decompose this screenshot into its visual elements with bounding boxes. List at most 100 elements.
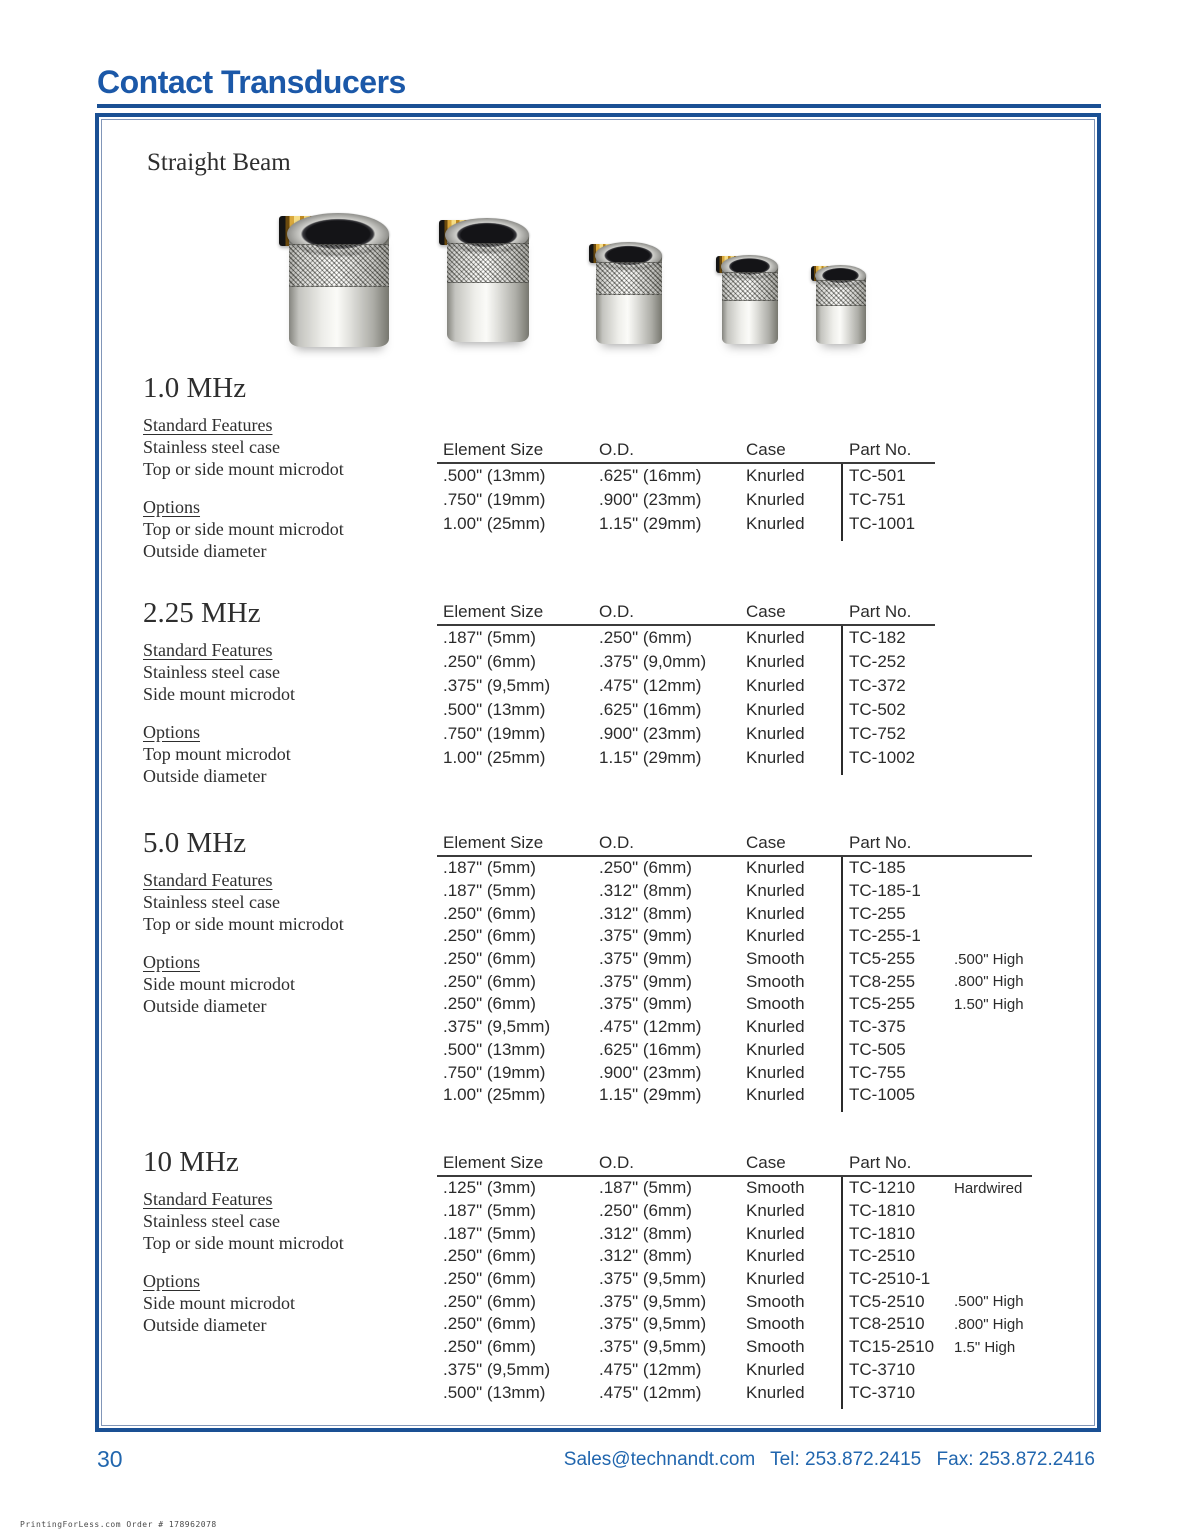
table-cell: .250" (6mm) [443,903,536,923]
table-cell: 1.00" (25mm) [443,514,546,533]
table-2-25mhz: Element Size O.D. Case Part No. .187" (5mm).… [437,599,935,775]
frequency-heading: 2.25 MHz [143,597,261,629]
table-cell: Knurled [746,926,805,946]
table-row: .250" (6mm) .375" (9,5mm) Smooth TC8-2510 .8… [437,1313,1032,1336]
table-cell: TC8-2510 [849,1314,925,1334]
section-5mhz-info: 5.0 MHz Standard Features Stainless steel … [143,827,443,1017]
table-cell: Knurled [746,1039,805,1059]
table-cell: TC-1001 [849,514,916,533]
table-cell: .250" (6mm) [599,628,692,647]
table-row: 1.00" (25mm) 1.15" (29mm) Knurled TC-1001 [437,512,935,536]
option-line: Outside diameter [143,1315,267,1335]
microdot-connector-icon [279,216,319,246]
column-header: Element Size [443,1153,544,1172]
table-cell: .250" (6mm) [443,994,536,1014]
table-row: .250" (6mm) .375" (9mm) Smooth TC5-255 .500"… [437,948,1032,971]
table-cell: .187" (5mm) [443,628,536,647]
table-cell: .187" (5mm) [599,1178,692,1198]
table-row: .750" (19mm) .900" (23mm) Knurled TC-752 [437,722,935,746]
table-cell: .750" (19mm) [443,490,546,509]
table-row: .250" (6mm) .375" (9,5mm) Smooth TC15-2510 1… [437,1336,1032,1359]
table-row: .750" (19mm) .900" (23mm) Knurled TC-755 [437,1061,1032,1084]
table-row: .250" (6mm) .312" (8mm) Knurled TC-2510 [437,1245,1032,1268]
table-cell: Smooth [746,1314,805,1334]
table-cell: .475" (12mm) [599,1359,702,1379]
table-cell: .750" (19mm) [443,1062,546,1082]
table-cell: .375" (9,5mm) [599,1314,707,1334]
options-label: Options [143,952,201,972]
table-row: .187" (5mm) .250" (6mm) Knurled TC-185 [437,857,1032,880]
feature-line: Stainless steel case [143,892,280,912]
table-body: .125" (3mm) .187" (5mm) Smooth TC-1210 Hardw… [437,1177,1032,1409]
table-cell: Knurled [746,514,805,533]
table-row: .750" (19mm) .900" (23mm) Knurled TC-751 [437,488,935,512]
option-line: Side mount microdot [143,974,295,994]
standard-features-label: Standard Features [143,870,273,890]
standard-features-list: Stainless steel case Top or side mount mi… [143,891,443,935]
table-5mhz: Element Size O.D. Case Part No. .187" (5mm).… [437,830,1032,1112]
table-cell: Knurled [746,1269,805,1289]
table-cell: Knurled [746,1062,805,1082]
table-cell: .500" (13mm) [443,1039,546,1059]
table-cell: 1.50" High [954,995,1024,1013]
table-cell: .375" (9mm) [599,949,692,969]
table-cell: Knurled [746,1085,805,1105]
table-header-row: Element Size O.D. Case Part No. [437,830,1032,857]
table-cell: .375" (9,0mm) [599,652,707,671]
table-row: .187" (5mm) .312" (8mm) Knurled TC-185-1 [437,880,1032,903]
table-cell: .625" (16mm) [599,700,702,719]
table-row: .500" (13mm) .475" (12mm) Knurled TC-3710 [437,1381,1032,1404]
column-header: Element Size [443,833,544,852]
table-cell: TC-182 [849,628,906,647]
table-cell: Knurled [746,676,805,695]
option-line: Outside diameter [143,766,267,786]
column-header: Part No. [849,1153,912,1172]
table-cell: .375" (9mm) [599,926,692,946]
sales-email-link[interactable]: Sales@technandt.com [563,1449,756,1470]
column-header: Part No. [849,602,912,621]
table-cell: .125" (3mm) [443,1178,536,1198]
options-label: Options [143,1271,201,1291]
transducer-body [720,254,779,344]
part-no-divider [841,1177,843,1409]
table-cell: 1.15" (29mm) [599,748,702,767]
table-cell: Knurled [746,466,805,485]
microdot-connector-icon [438,220,472,245]
transducer-body [287,213,389,347]
footer-fax: Fax: 253.872.2416 [936,1449,1095,1470]
table-cell: Knurled [746,748,805,767]
standard-features-label: Standard Features [143,415,273,435]
table-cell: TC15-2510 [849,1337,935,1357]
table-cell: .312" (8mm) [599,903,692,923]
table-row: 1.00" (25mm) 1.15" (29mm) Knurled TC-1005 [437,1084,1032,1107]
feature-line: Top or side mount microdot [143,459,344,479]
table-cell: TC-3710 [849,1359,916,1379]
option-line: Outside diameter [143,541,267,561]
table-cell: .375" (9mm) [599,971,692,991]
print-order-note: PrintingForLess.com Order # 178962078 [20,1520,217,1529]
table-row: .187" (5mm) .312" (8mm) Knurled TC-1810 [437,1222,1032,1245]
table-cell: .250" (6mm) [443,1246,536,1266]
options-list: Side mount microdot Outside diameter [143,1292,443,1336]
column-header: Case [746,833,786,852]
standard-features-label: Standard Features [143,1189,273,1209]
table-cell: TC-1810 [849,1223,916,1243]
column-header: O.D. [599,602,634,621]
table-cell: Knurled [746,628,805,647]
table-1mhz: Element Size O.D. Case Part No. .500" (13mm)… [437,437,935,541]
straight-beam-subtitle: Straight Beam [147,149,291,176]
options-label: Options [143,497,201,517]
table-cell: 1.15" (29mm) [599,1085,702,1105]
table-cell: Knurled [746,724,805,743]
feature-line: Top or side mount microdot [143,914,344,934]
table-cell: .250" (6mm) [443,1269,536,1289]
table-cell: TC-2510 [849,1246,916,1266]
table-cell: .375" (9,5mm) [599,1269,707,1289]
microdot-connector-icon [589,243,616,264]
column-header: Case [746,440,786,459]
table-cell: .250" (6mm) [443,971,536,991]
table-cell: .375" (9,5mm) [599,1337,707,1357]
table-cell: TC-1005 [849,1085,916,1105]
table-cell: .500" (13mm) [443,700,546,719]
feature-line: Stainless steel case [143,1211,280,1231]
